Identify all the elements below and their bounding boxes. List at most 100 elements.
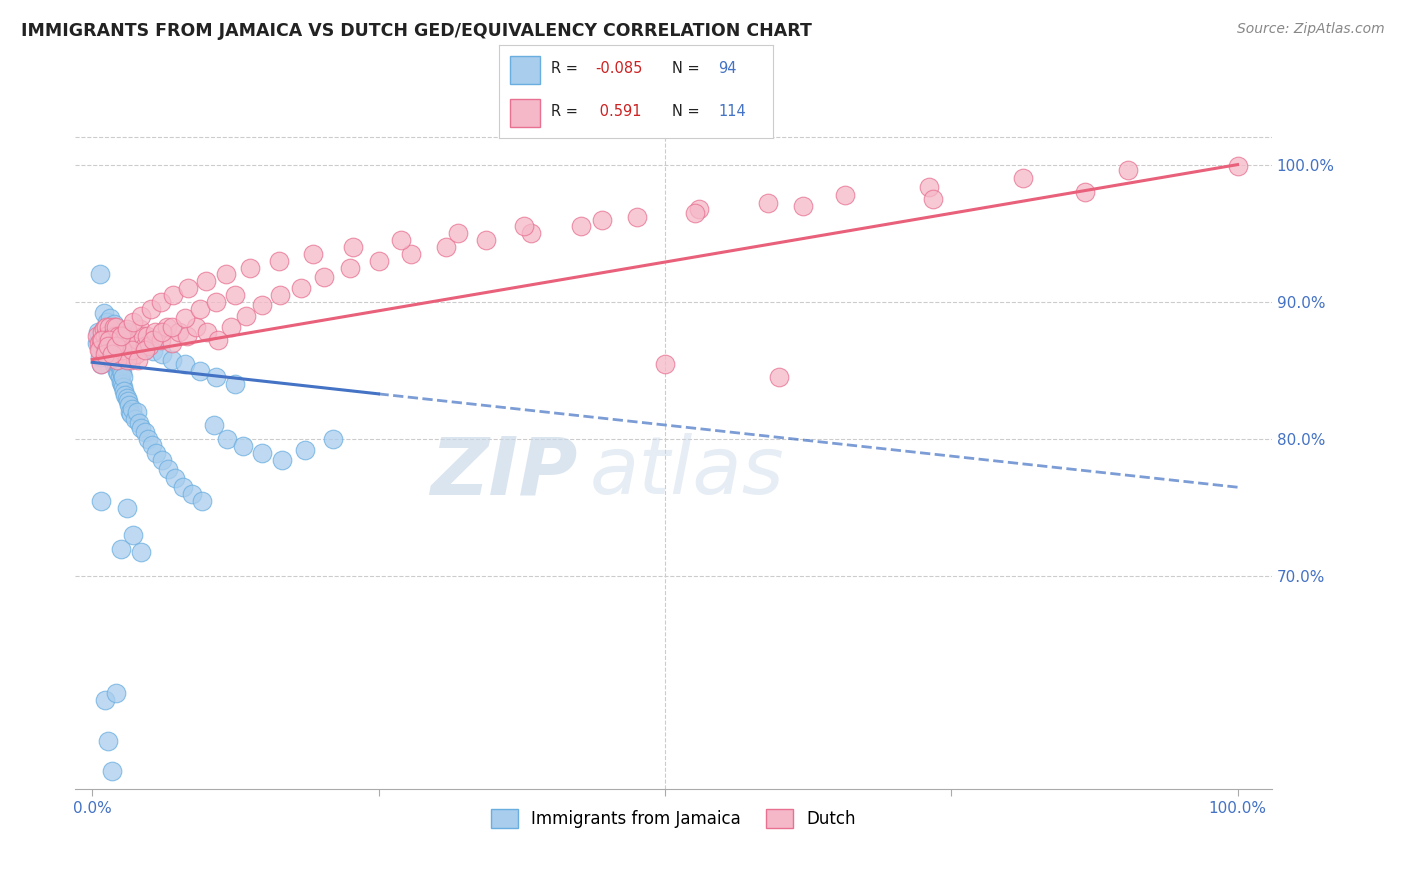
- Point: [105, 363, 128, 377]
- Text: Source: ZipAtlas.com: Source: ZipAtlas.com: [1237, 22, 1385, 37]
- Text: N =: N =: [672, 61, 704, 76]
- Point: [100, 336, 122, 351]
- Point: [112, 339, 135, 353]
- Point: [105, 339, 128, 353]
- Point: [98, 334, 121, 348]
- Point: [322, 432, 344, 446]
- Point: [129, 322, 152, 336]
- Point: [131, 545, 153, 559]
- Point: [131, 421, 153, 435]
- Point: [591, 212, 613, 227]
- Point: [93, 322, 115, 336]
- Point: [108, 339, 131, 353]
- Point: [100, 764, 122, 779]
- Point: [174, 357, 197, 371]
- Point: [112, 370, 135, 384]
- Point: [342, 240, 364, 254]
- Point: [202, 418, 225, 433]
- Point: [87, 329, 110, 343]
- Point: [239, 260, 262, 275]
- Point: [120, 408, 142, 422]
- Point: [162, 352, 184, 367]
- Legend: Immigrants from Jamaica, Dutch: Immigrants from Jamaica, Dutch: [485, 803, 862, 835]
- Point: [120, 352, 142, 367]
- Point: [114, 388, 136, 402]
- Point: [312, 270, 335, 285]
- Point: [101, 347, 124, 361]
- Point: [108, 359, 131, 374]
- Point: [1226, 159, 1249, 173]
- Point: [177, 281, 200, 295]
- Point: [96, 316, 118, 330]
- Point: [180, 487, 202, 501]
- Point: [90, 357, 112, 371]
- Point: [756, 196, 779, 211]
- Point: [90, 494, 112, 508]
- Point: [155, 319, 177, 334]
- Point: [139, 301, 162, 316]
- Point: [294, 443, 316, 458]
- Text: 0.591: 0.591: [595, 104, 641, 119]
- Point: [87, 336, 110, 351]
- Point: [174, 311, 197, 326]
- FancyBboxPatch shape: [510, 99, 540, 127]
- Point: [267, 253, 290, 268]
- Point: [112, 380, 135, 394]
- Point: [134, 425, 156, 440]
- Point: [475, 233, 498, 247]
- Point: [250, 446, 273, 460]
- Point: [162, 336, 184, 351]
- Point: [250, 298, 273, 312]
- Point: [118, 347, 141, 361]
- Point: [96, 336, 118, 351]
- Point: [87, 325, 110, 339]
- Point: [1116, 163, 1139, 178]
- Point: [94, 693, 117, 707]
- Point: [100, 330, 122, 344]
- Point: [446, 226, 468, 240]
- Point: [107, 357, 129, 371]
- Point: [156, 462, 179, 476]
- Point: [89, 343, 111, 357]
- Point: [100, 311, 122, 326]
- Point: [110, 329, 132, 343]
- Point: [93, 306, 115, 320]
- Point: [101, 336, 124, 351]
- Point: [125, 405, 148, 419]
- Point: [94, 339, 117, 353]
- Point: [118, 398, 141, 412]
- Point: [150, 325, 173, 339]
- Point: [100, 352, 122, 367]
- Point: [167, 325, 190, 339]
- Point: [91, 325, 114, 339]
- Text: -0.085: -0.085: [595, 61, 643, 76]
- Point: [97, 339, 120, 353]
- Point: [127, 352, 149, 367]
- Point: [115, 325, 138, 339]
- Point: [654, 357, 676, 371]
- Point: [94, 329, 117, 343]
- Point: [188, 363, 211, 377]
- Point: [105, 347, 128, 361]
- Point: [86, 336, 108, 351]
- Point: [150, 347, 173, 361]
- Point: [205, 370, 228, 384]
- Point: [215, 268, 238, 282]
- Point: [94, 347, 117, 361]
- Point: [399, 247, 422, 261]
- Point: [96, 329, 118, 343]
- Point: [87, 343, 110, 357]
- Point: [150, 452, 173, 467]
- Point: [97, 327, 120, 342]
- Point: [115, 339, 138, 353]
- FancyBboxPatch shape: [510, 56, 540, 84]
- Point: [108, 370, 131, 384]
- Point: [121, 334, 143, 348]
- Point: [513, 219, 536, 234]
- Point: [105, 319, 128, 334]
- Point: [111, 366, 134, 380]
- Point: [162, 319, 184, 334]
- Text: ZIP: ZIP: [430, 434, 578, 511]
- Point: [110, 375, 132, 389]
- Point: [232, 439, 254, 453]
